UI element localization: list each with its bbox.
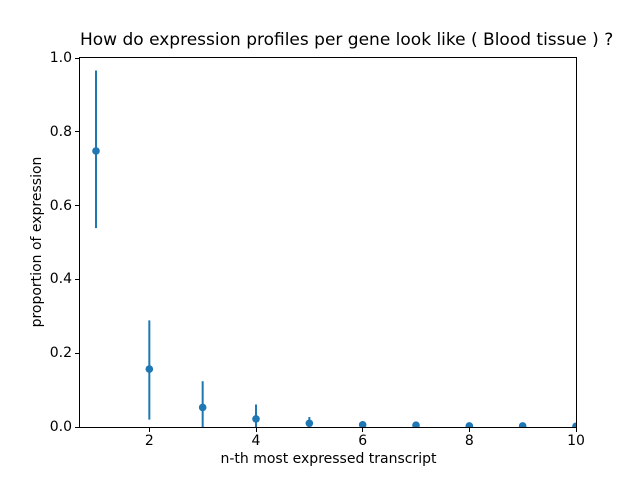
y-tick-label: 1.0 xyxy=(49,50,72,66)
y-axis-label: proportion of expression xyxy=(29,156,45,328)
x-tick-mark xyxy=(255,428,257,432)
data-layer xyxy=(92,70,576,427)
x-tick-mark xyxy=(148,428,150,432)
y-tick-label: 0.6 xyxy=(49,197,72,214)
x-tick-label: 10 xyxy=(567,433,585,449)
y-tick-label: 0.0 xyxy=(49,419,72,435)
data-point-marker xyxy=(412,421,420,427)
x-tick-mark xyxy=(468,428,470,432)
chart-title: How do expression profiles per gene look… xyxy=(80,30,614,50)
y-tick-mark xyxy=(75,205,79,207)
x-tick-mark xyxy=(362,428,364,432)
plot-area xyxy=(79,57,577,428)
x-tick-mark xyxy=(575,428,577,432)
data-point-marker xyxy=(305,419,314,427)
data-point-marker xyxy=(145,365,154,373)
x-tick-label: 2 xyxy=(144,433,154,449)
y-tick-mark xyxy=(75,57,79,59)
x-tick-label: 6 xyxy=(358,433,368,449)
y-tick-label: 0.8 xyxy=(49,123,72,140)
x-tick-label: 8 xyxy=(464,433,474,449)
y-tick-mark xyxy=(75,278,79,280)
data-point-marker xyxy=(92,147,100,155)
x-axis-label: n-th most expressed transcript xyxy=(220,451,437,467)
y-tick-label: 0.2 xyxy=(49,345,72,362)
y-tick-mark xyxy=(75,352,79,354)
data-point-marker xyxy=(198,403,207,412)
y-tick-mark xyxy=(75,131,79,133)
x-tick-label: 4 xyxy=(251,433,261,449)
y-tick-label: 0.4 xyxy=(49,271,72,288)
y-tick-mark xyxy=(75,426,79,428)
data-point-marker xyxy=(518,422,527,427)
data-point-marker xyxy=(358,420,367,427)
data-point-marker xyxy=(465,422,474,427)
data-point-marker xyxy=(572,422,576,427)
data-point-marker xyxy=(252,415,260,423)
